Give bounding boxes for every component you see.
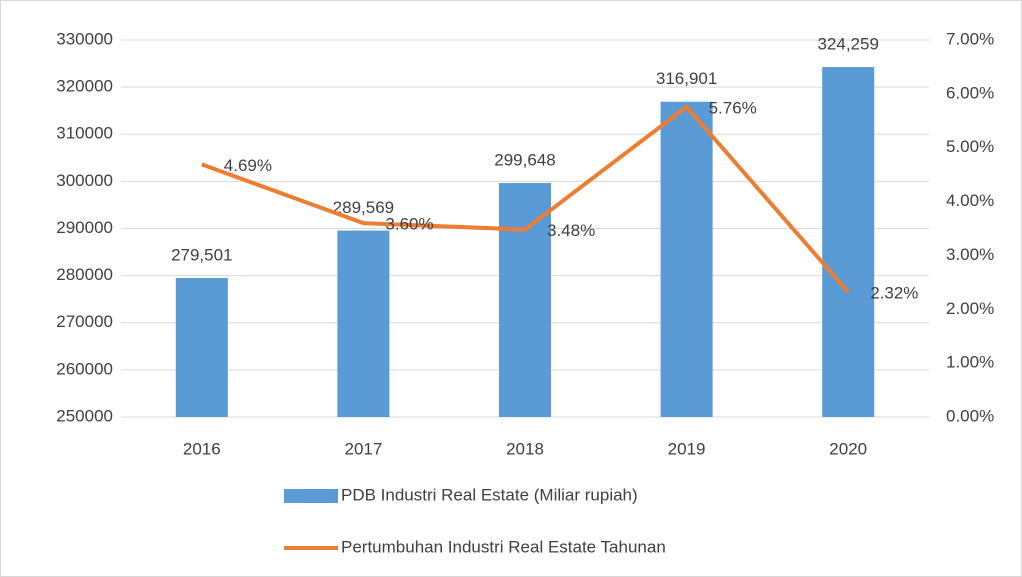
y-tick-label: 310000 [56,124,113,143]
y-tick-label: 320000 [56,77,113,96]
bar-value-label: 324,259 [817,35,878,54]
x-tick-label: 2017 [344,439,382,458]
y2-tick-label: 1.00% [946,353,994,372]
bar-value-label: 289,569 [333,198,394,217]
line-value-label: 2.32% [870,284,918,303]
y2-tick-label: 4.00% [946,191,994,210]
y2-tick-label: 0.00% [946,406,994,425]
line-value-label: 3.48% [547,221,595,240]
y-tick-label: 280000 [56,265,113,284]
y-tick-label: 250000 [56,406,113,425]
line-value-label: 4.69% [224,156,272,175]
y-tick-label: 290000 [56,218,113,237]
y2-tick-label: 7.00% [946,29,994,48]
line-value-label: 5.76% [709,98,757,117]
bar [660,101,713,417]
y2-tick-label: 3.00% [946,245,994,264]
y2-tick-label: 2.00% [946,299,994,318]
x-tick-label: 2019 [668,439,706,458]
bar [822,67,875,417]
y-tick-label: 270000 [56,312,113,331]
bar-value-label: 299,648 [494,151,555,170]
y-tick-label: 260000 [56,359,113,378]
y2-tick-label: 5.00% [946,137,994,156]
x-tick-label: 2018 [506,439,544,458]
bar [337,230,390,417]
x-tick-label: 2020 [829,439,867,458]
x-tick-label: 2016 [183,439,221,458]
y2-tick-label: 6.00% [946,83,994,102]
bar [175,277,228,417]
bar-value-label: 316,901 [656,69,717,88]
legend-label: Pertumbuhan Industri Real Estate Tahunan [341,537,666,556]
legend-label: PDB Industri Real Estate (Miliar rupiah) [341,485,638,504]
line-value-label: 3.60% [385,215,433,234]
y-tick-label: 300000 [56,171,113,190]
line [201,104,850,294]
bar-value-label: 279,501 [171,245,232,264]
y-tick-label: 330000 [56,29,113,48]
legend-swatch [284,489,338,503]
bar [499,183,551,417]
